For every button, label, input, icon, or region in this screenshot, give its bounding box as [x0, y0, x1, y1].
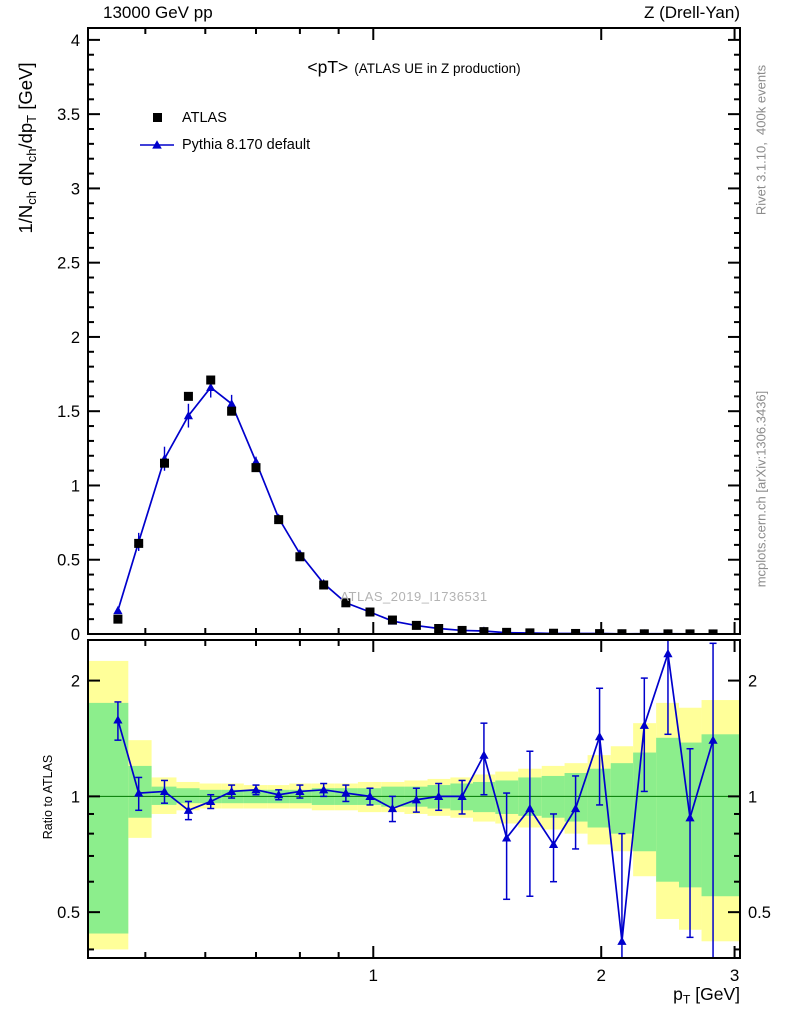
legend-label-pythia: Pythia 8.170 default: [182, 136, 311, 153]
rivet-version-note: Rivet 3.1.10, 400k events: [753, 64, 769, 216]
svg-text:0.5: 0.5: [748, 904, 771, 922]
main-y-axis-label: 1/Nch dNch/dpT [GeV]: [15, 62, 39, 234]
svg-text:2.5: 2.5: [57, 255, 80, 273]
observable-name: <pT>: [307, 57, 349, 77]
svg-text:2: 2: [71, 329, 80, 347]
legend-label-atlas: ATLAS: [182, 109, 227, 126]
pythia-line-triangle-marker-icon: [140, 139, 174, 149]
analysis-id-watermark: ATLAS_2019_I1736531: [340, 589, 488, 604]
ratio-y-axis-label: Ratio to ATLAS: [41, 754, 55, 840]
svg-text:1: 1: [71, 788, 80, 806]
svg-text:1: 1: [369, 966, 378, 985]
pythia-marker-cell: [139, 138, 175, 152]
svg-text:2: 2: [596, 966, 605, 985]
svg-text:1: 1: [748, 788, 757, 806]
svg-text:1.5: 1.5: [57, 403, 80, 421]
x-axis-label: pT [GeV]: [673, 984, 740, 1007]
svg-text:3.5: 3.5: [57, 106, 80, 124]
beam-energy-label: 13000 GeV pp: [103, 3, 213, 22]
process-label: Z (Drell-Yan): [643, 3, 740, 22]
atlas-marker-cell: [139, 113, 175, 122]
plot-title: <pT> (ATLAS UE in Z production): [88, 57, 740, 78]
axes-and-ticks: 1 2 3 0 0.5 1 1.5 2 2.5 3 3.5 4 0.5 0.5 1 1 2 2: [57, 27, 771, 985]
legend-item-pythia: Pythia 8.170 default: [139, 131, 310, 158]
mcplots-reference-note: mcplots.cern.ch [arXiv:1306.3436]: [753, 390, 769, 588]
svg-text:0: 0: [71, 626, 80, 644]
legend-item-atlas: ATLAS: [139, 104, 310, 131]
svg-text:0.5: 0.5: [57, 904, 80, 922]
svg-text:1: 1: [71, 477, 80, 495]
svg-text:0.5: 0.5: [57, 552, 80, 570]
svg-text:3: 3: [71, 180, 80, 198]
ratio-panel-data: [88, 640, 740, 958]
analysis-descriptor: (ATLAS UE in Z production): [354, 61, 521, 76]
svg-text:4: 4: [71, 32, 80, 50]
atlas-square-marker-icon: [152, 113, 162, 122]
svg-text:3: 3: [730, 966, 739, 985]
svg-text:2: 2: [71, 673, 80, 691]
legend: ATLAS Pythia 8.170 default: [139, 104, 310, 158]
svg-text:2: 2: [748, 673, 757, 691]
